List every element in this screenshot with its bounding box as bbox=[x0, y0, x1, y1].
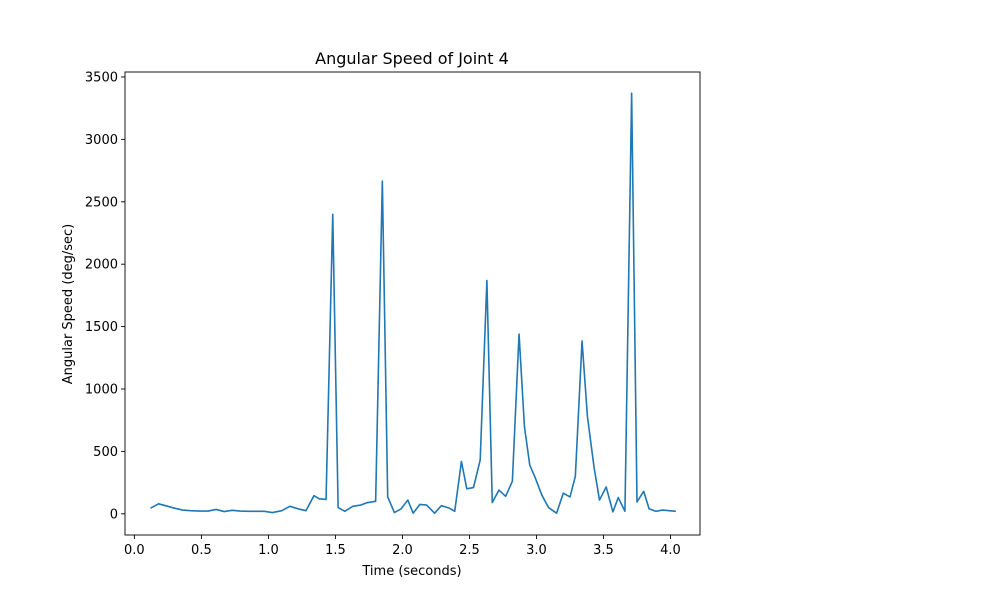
y-tick-label: 2000 bbox=[85, 258, 118, 273]
chart-title: Angular Speed of Joint 4 bbox=[315, 49, 509, 68]
x-tick-label: 1.0 bbox=[258, 543, 279, 558]
x-tick-label: 0.5 bbox=[191, 543, 212, 558]
x-tick-label: 4.0 bbox=[660, 543, 681, 558]
y-tick-label: 2500 bbox=[85, 195, 118, 210]
plot-area: 0.0 0.5 1.0 1.5 2.0 2.5 3.0 3.5 4.0 0 500 1000 1500 2… bbox=[85, 70, 701, 558]
y-tick-label: 0 bbox=[110, 507, 118, 522]
x-axis-title: Time (seconds) bbox=[361, 564, 461, 579]
x-tick-label: 3.5 bbox=[593, 543, 614, 558]
x-tick-label: 3.0 bbox=[526, 543, 547, 558]
series-line-0 bbox=[150, 92, 676, 514]
x-tick-label: 2.0 bbox=[392, 543, 413, 558]
y-tick-label: 3000 bbox=[85, 133, 118, 148]
x-tick-label: 1.5 bbox=[325, 543, 346, 558]
x-tick-label: 2.5 bbox=[459, 543, 480, 558]
y-axis-title: Angular Speed (deg/sec) bbox=[61, 224, 76, 385]
x-tick-label: 0.0 bbox=[124, 543, 145, 558]
y-tick-label: 500 bbox=[93, 445, 118, 460]
y-tick-label: 3500 bbox=[85, 70, 118, 85]
plot-frame bbox=[124, 71, 701, 536]
y-tick-label: 1500 bbox=[85, 320, 118, 335]
y-tick-label: 1000 bbox=[85, 382, 118, 397]
